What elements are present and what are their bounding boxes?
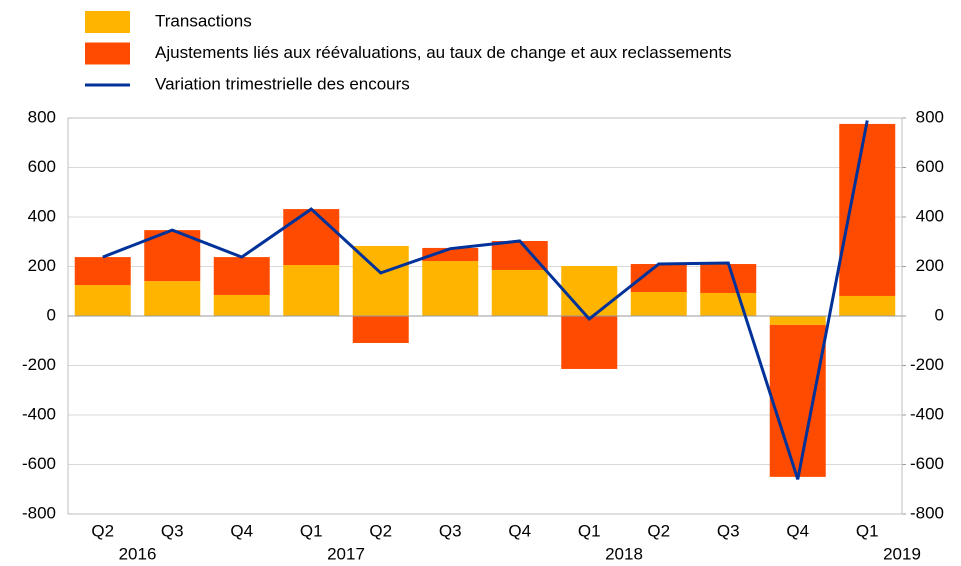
y2-tick-label: -600 [910,454,944,473]
x-tick-label: Q2 [647,521,670,540]
y-tick-label: -800 [22,503,56,522]
x-tick-label: Q4 [508,521,531,540]
year-label: 2019 [883,544,921,563]
legend-label: Ajustements liés aux réévaluations, au t… [155,43,731,62]
bar [283,209,340,266]
y2-tick-label: 400 [916,206,944,225]
x-tick-label: Q1 [300,521,323,540]
bar [839,295,896,316]
bar [769,316,826,325]
x-tick-label: Q4 [786,521,809,540]
y-tick-label: -600 [22,454,56,473]
y-tick-label: -200 [22,355,56,374]
bar [839,123,896,296]
line [102,120,869,480]
y2-tick-label: -200 [910,355,944,374]
legend-swatch [85,11,130,33]
bar [144,281,201,316]
y2-tick-label: 0 [935,305,944,324]
x-tick-label: Q2 [369,521,392,540]
bar [561,266,618,316]
y-tick-label: 800 [28,107,56,126]
y2-tick-label: -800 [910,503,944,522]
bar [213,257,270,295]
x-tick-label: Q1 [856,521,879,540]
bar [74,285,131,316]
y2-tick-label: 200 [916,256,944,275]
y-tick-label: 400 [28,206,56,225]
year-label: 2018 [605,544,643,563]
x-tick-label: Q1 [578,521,601,540]
y2-tick-label: 800 [916,107,944,126]
legend-label: Transactions [155,11,252,30]
x-tick-label: Q4 [230,521,253,540]
y-tick-label: 0 [47,305,56,324]
y-tick-label: 600 [28,157,56,176]
bar [213,294,270,316]
y-tick-label: 200 [28,256,56,275]
bar [491,269,548,316]
bar [630,291,687,316]
legend-swatch [85,42,130,65]
bar [769,324,826,477]
x-tick-label: Q2 [91,521,114,540]
x-tick-label: Q3 [439,521,462,540]
year-label: 2017 [327,544,365,563]
x-tick-label: Q3 [717,521,740,540]
bar [352,316,409,343]
y-tick-label: -400 [22,404,56,423]
bar [700,264,757,293]
bar [700,292,757,316]
bar [491,241,548,270]
bar [561,316,618,369]
bar [74,257,131,286]
bar [422,247,479,262]
legend-label: Variation trimestrielle des encours [155,74,410,93]
year-label: 2016 [119,544,157,563]
bar [422,261,479,316]
bar [283,265,340,316]
y2-tick-label: -400 [910,404,944,423]
x-tick-label: Q3 [161,521,184,540]
y2-tick-label: 600 [916,157,944,176]
